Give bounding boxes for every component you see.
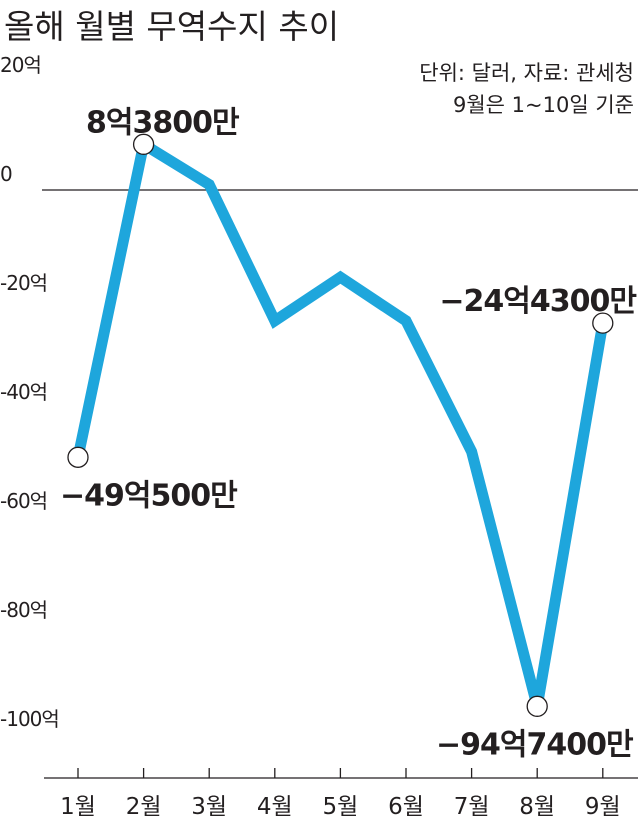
y-tick-label: 0 [0, 162, 12, 186]
y-tick-label: 20억 [0, 53, 41, 77]
x-tick-label: 2월 [126, 794, 162, 820]
x-tick-label: 1월 [60, 794, 96, 820]
data-label: −24억4300만 [439, 284, 637, 319]
x-tick-label: 8월 [519, 794, 555, 820]
unit-source-note: 단위: 달러, 자료: 관세청 [419, 61, 634, 85]
period-note: 9월은 1~10일 기준 [453, 93, 634, 117]
data-labels-layer: −49억500만 8억3800만 −94억7400만 −24억4300만 [60, 105, 638, 762]
x-tick-label: 5월 [323, 794, 359, 820]
data-point-marker [526, 695, 548, 717]
data-label: 8억3800만 [86, 105, 240, 140]
series-layer [67, 133, 614, 717]
y-tick-label: -80억 [0, 598, 47, 622]
y-tick-label: -60억 [0, 489, 47, 513]
y-tick-label: -40억 [0, 380, 47, 404]
axes-layer: 20억 0 -20억 -40억 -60억 -80억 -100억 1월 2월 3월 4월 5월 6월 7월 8… [0, 53, 638, 820]
data-point-marker [132, 133, 155, 155]
data-point-marker [592, 312, 614, 334]
chart-title: 올해 월별 무역수지 추이 [4, 7, 339, 46]
y-tick-label: -20억 [0, 271, 47, 295]
x-tick-label: 7월 [454, 794, 490, 820]
data-point-marker [67, 446, 89, 468]
x-tick-label: 4월 [257, 794, 293, 820]
data-label: −49억500만 [60, 478, 238, 513]
y-tick-label: -100억 [0, 707, 59, 731]
x-tick-label: 9월 [585, 794, 621, 820]
x-tick-label: 3월 [191, 794, 227, 820]
x-tick-label: 6월 [388, 794, 424, 820]
series-line [72, 135, 609, 708]
data-label: −94억7400만 [436, 727, 634, 762]
